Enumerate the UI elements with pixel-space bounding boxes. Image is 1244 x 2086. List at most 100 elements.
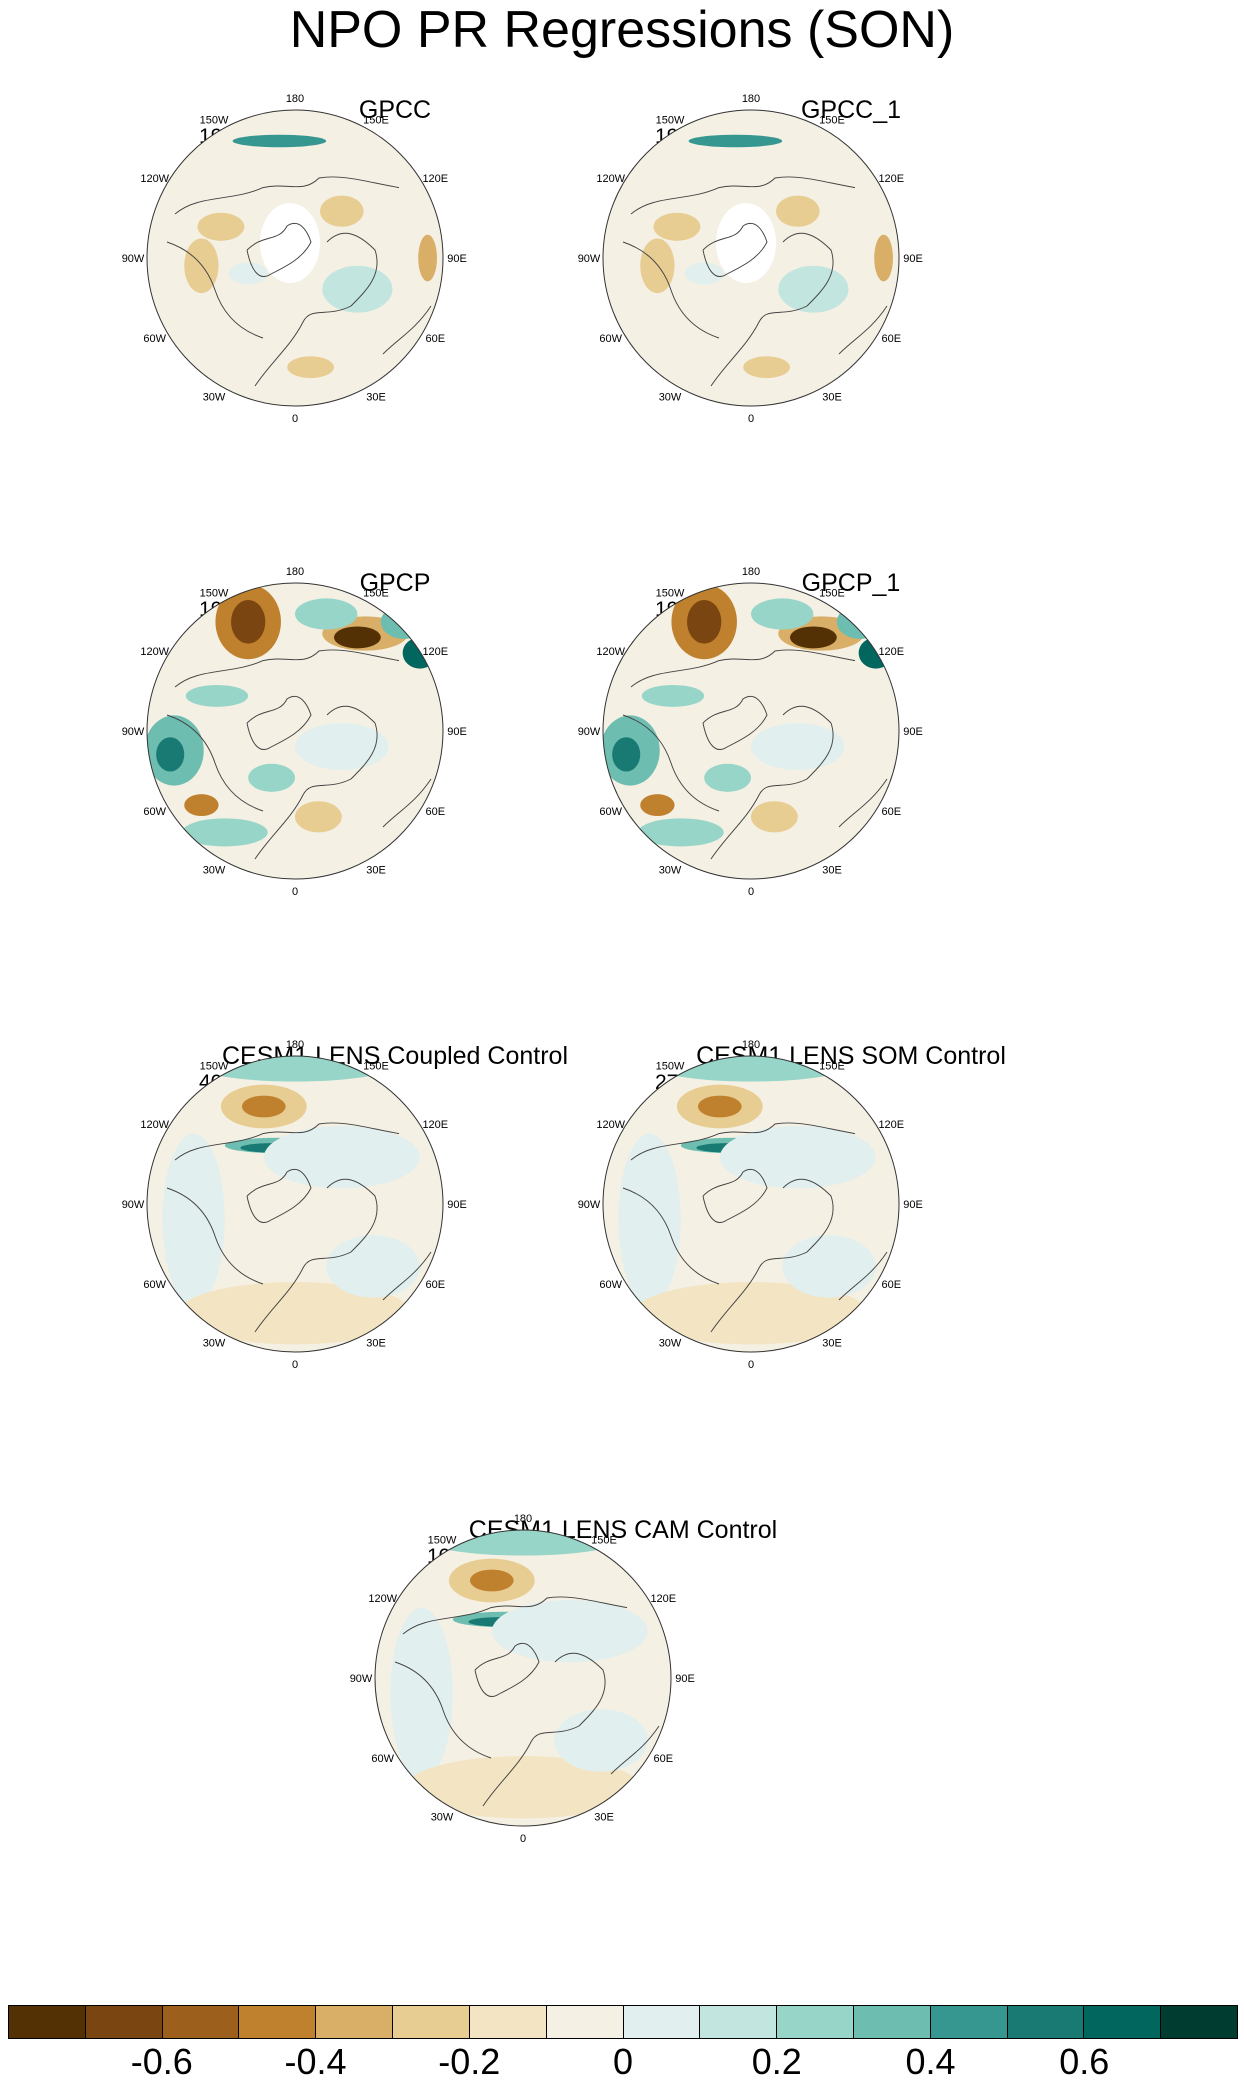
- map-field: [147, 1056, 443, 1352]
- longitude-label: 90W: [578, 726, 601, 738]
- colorbar-tick-label: 0.4: [905, 2041, 956, 2082]
- polar-map: 180 150E 120E 90E 60E 30E 0 30W 60W 90W 120W 150W: [122, 1039, 467, 1371]
- field-shading: [719, 1126, 876, 1189]
- field-shading: [263, 1126, 420, 1189]
- map-boundary: [374, 1529, 672, 1827]
- map-field: [603, 583, 899, 879]
- longitude-label: 150W: [428, 1534, 457, 1546]
- longitude-label: 90W: [578, 253, 601, 265]
- field-shading: [418, 234, 437, 282]
- polar-map: 180 150E 120E 90E 60E 30E 0 30W 60W 90W 120W 150W: [578, 566, 923, 898]
- colorbar: [8, 2005, 1238, 2039]
- field-shading: [618, 1133, 681, 1306]
- field-shading: [790, 626, 837, 649]
- longitude-label: 150E: [819, 114, 845, 126]
- polar-map: 180 150E 120E 90E 60E 30E 0 30W 60W 90W 120W 150W: [350, 1513, 695, 1845]
- field-shading: [380, 604, 428, 639]
- coastline: [622, 1122, 888, 1333]
- field-shading: [697, 1095, 742, 1118]
- colorbar-swatch: [853, 2006, 931, 2038]
- polar-map: 180 150E 120E 90E 60E 30E 0 30W 60W 90W 120W 150W: [122, 566, 467, 898]
- field-shading: [287, 356, 334, 379]
- field-shading: [319, 195, 364, 227]
- longitude-label: 0: [292, 886, 298, 898]
- longitude-label: 120W: [368, 1593, 397, 1605]
- longitude-label: 120E: [650, 1593, 676, 1605]
- colorbar-swatch: [469, 2006, 547, 2038]
- map-panel-som: CESM1 LENS SOM Control 277-1001 180150E1…: [578, 1039, 1111, 1511]
- longitude-label: 90W: [122, 253, 145, 265]
- field-shading: [751, 801, 798, 833]
- longitude-label: 0: [520, 1833, 526, 1845]
- longitude-label: 120E: [422, 646, 448, 658]
- longitude-label: 180: [742, 566, 760, 578]
- polar-map: 180 150E 120E 90E 60E 30E 0 30W 60W 90W 120W 150W: [578, 1039, 923, 1371]
- longitude-label: 30E: [366, 1338, 386, 1350]
- longitude-label: 150W: [656, 1060, 685, 1072]
- field-shading: [640, 238, 675, 294]
- longitude-label: 30W: [203, 865, 226, 877]
- longitude-label: 180: [286, 1039, 304, 1051]
- longitude-label: 30W: [203, 1338, 226, 1350]
- field-shading: [228, 262, 268, 285]
- field-shading: [181, 818, 268, 847]
- longitude-label: 30W: [431, 1812, 454, 1824]
- longitude-label: 90E: [447, 726, 467, 738]
- colorbar-tick-label: -0.6: [130, 2041, 193, 2082]
- longitude-label: 150E: [363, 1060, 389, 1072]
- longitude-label: 120E: [878, 646, 904, 658]
- longitude-label: 60E: [426, 333, 446, 345]
- colorbar-swatch: [316, 2006, 394, 2038]
- field-shading: [248, 763, 295, 792]
- map-field: [603, 110, 899, 406]
- longitude-label: 60W: [371, 1753, 394, 1765]
- map-field: [147, 583, 443, 879]
- longitude-label: 90E: [447, 253, 467, 265]
- field-shading: [653, 212, 701, 241]
- map-boundary: [602, 109, 900, 407]
- longitude-label: 180: [514, 1513, 532, 1525]
- colorbar-swatch: [930, 2006, 1008, 2038]
- map-panel-gpcc1: GPCC_1 1920-2018 180150E120E90E60E30E030…: [578, 93, 1111, 565]
- field-shading: [201, 1056, 389, 1082]
- missing-data-area: [716, 203, 776, 283]
- longitude-label: 150W: [200, 114, 229, 126]
- map-panel-gpcp: GPCP 1979-2018 180150E120E90E60E30E030W6…: [122, 566, 655, 1038]
- longitude-label: 0: [748, 1359, 754, 1371]
- page-title: NPO PR Regressions (SON): [289, 1, 955, 59]
- panel-title: GPCP_1: [801, 569, 901, 597]
- longitude-label: 60E: [882, 333, 902, 345]
- field-shading: [641, 684, 705, 707]
- map-boundary: [146, 1055, 444, 1353]
- colorbar-tick-label: 0: [612, 2041, 634, 2082]
- longitude-label: 30W: [659, 865, 682, 877]
- field-shading: [640, 794, 675, 817]
- longitude-label: 180: [286, 566, 304, 578]
- longitude-label: 60E: [654, 1753, 674, 1765]
- map-panel-coupled: CESM1 LENS Coupled Control 401-2200 1801…: [122, 1039, 655, 1511]
- longitude-label: 120W: [140, 1119, 169, 1131]
- colorbar-swatch: [777, 2006, 854, 2038]
- field-shading: [147, 583, 443, 879]
- colorbar-swatch: [546, 2006, 624, 2038]
- field-shading: [684, 262, 724, 285]
- longitude-label: 150W: [200, 1060, 229, 1072]
- longitude-label: 120E: [422, 173, 448, 185]
- field-shading: [751, 723, 845, 770]
- coastline: [166, 1122, 432, 1333]
- field-shading: [751, 598, 814, 630]
- field-shading: [334, 626, 381, 649]
- longitude-label: 90W: [350, 1673, 373, 1685]
- field-shading: [775, 195, 820, 227]
- field-shading: [554, 1709, 648, 1772]
- longitude-label: 0: [292, 413, 298, 425]
- colorbar-tick-label: 0.2: [751, 2041, 802, 2082]
- colorbar-swatch: [393, 2006, 470, 2038]
- longitude-label: 60E: [882, 1279, 902, 1291]
- coastline: [166, 176, 432, 387]
- coastline: [166, 649, 432, 860]
- coastline: [622, 176, 888, 387]
- field-shading: [295, 598, 358, 630]
- longitude-label: 90E: [903, 1199, 923, 1211]
- field-shading: [491, 1600, 648, 1663]
